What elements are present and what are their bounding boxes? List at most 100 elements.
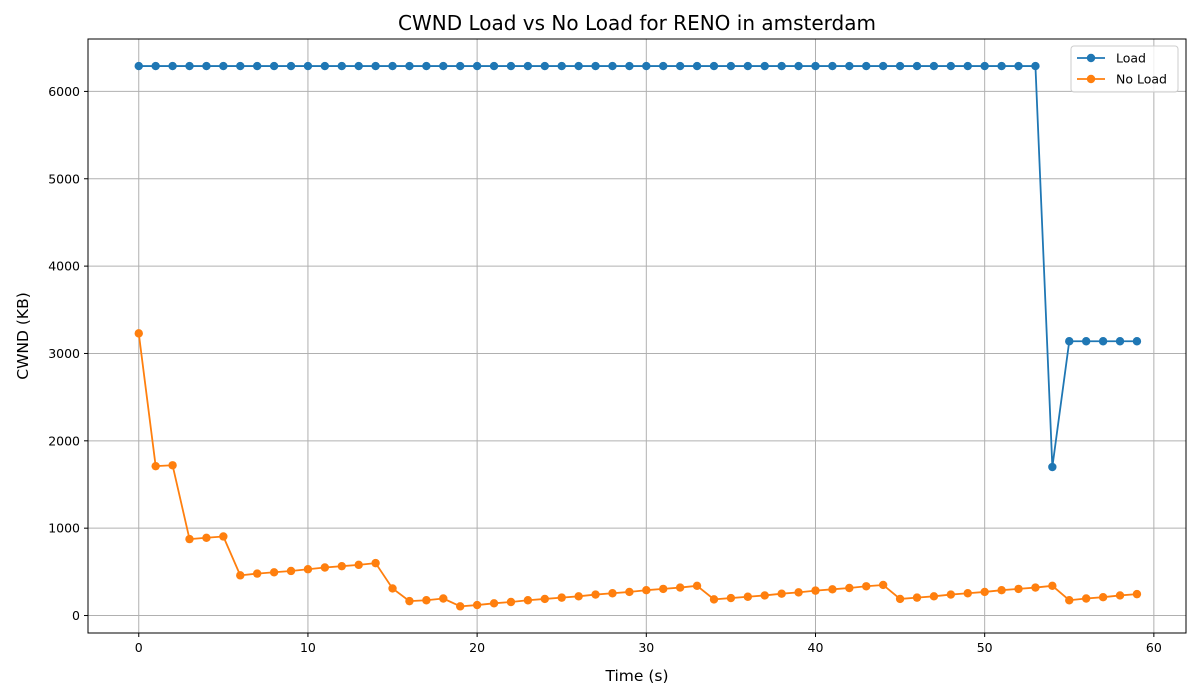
data-point-no-load (929, 592, 939, 601)
data-point-no-load (456, 602, 465, 611)
y-tick-label: 4000 (48, 259, 80, 274)
data-point-load (1115, 337, 1125, 346)
data-point-load (574, 61, 583, 71)
data-point-load (828, 61, 837, 71)
data-point-load (963, 61, 972, 71)
data-point-load (760, 61, 769, 71)
data-point-load (439, 61, 448, 71)
data-point-load (862, 61, 871, 71)
data-point-load (709, 61, 719, 71)
data-point-load (1031, 61, 1040, 71)
data-point-load (591, 61, 600, 71)
data-point-load (1014, 61, 1023, 71)
data-point-load (134, 61, 143, 71)
data-point-no-load (1048, 581, 1057, 591)
data-point-load (388, 61, 397, 71)
data-point-no-load (252, 569, 262, 578)
data-point-no-load (946, 590, 956, 599)
data-point-no-load (709, 595, 719, 604)
data-point-no-load (743, 592, 753, 601)
data-point-load (811, 61, 820, 71)
data-point-no-load (574, 592, 583, 601)
data-point-no-load (185, 534, 194, 544)
data-point-load (371, 61, 380, 71)
data-point-no-load (811, 586, 820, 595)
data-point-no-load (405, 596, 414, 606)
data-point-load (1098, 337, 1108, 346)
data-point-load (777, 61, 786, 71)
data-point-load (185, 61, 194, 71)
data-point-no-load (659, 584, 668, 594)
data-point-load (472, 61, 482, 71)
data-point-load (506, 61, 516, 71)
data-point-no-load (675, 583, 685, 592)
series-load (134, 61, 1142, 472)
x-tick-label: 30 (638, 640, 654, 655)
data-point-load (845, 61, 854, 71)
data-point-load (151, 61, 160, 71)
data-point-load (1065, 337, 1074, 346)
data-point-no-load (219, 532, 228, 541)
data-point-load (354, 61, 363, 71)
data-point-load (692, 61, 702, 71)
data-point-no-load (608, 589, 617, 598)
data-point-no-load (439, 594, 448, 603)
data-point-load (929, 61, 939, 71)
data-point-no-load (202, 533, 211, 542)
x-tick-label: 40 (808, 640, 824, 655)
data-point-load (269, 61, 279, 71)
data-point-load (202, 61, 211, 71)
data-point-load (320, 61, 330, 71)
data-point-no-load (1115, 591, 1125, 600)
data-point-no-load (1098, 592, 1108, 602)
data-point-no-load (1065, 596, 1074, 605)
y-tick-label: 1000 (48, 521, 80, 536)
x-tick-label: 20 (469, 640, 485, 655)
x-axis-label: Time (s) (604, 667, 668, 685)
data-point-no-load (1081, 594, 1091, 603)
data-point-no-load (303, 565, 313, 574)
data-point-no-load (506, 597, 516, 607)
grid-lines (88, 39, 1186, 633)
y-tick-label: 3000 (48, 346, 80, 361)
data-point-no-load (1031, 583, 1040, 592)
data-point-load (946, 61, 956, 71)
data-point-load (642, 61, 651, 71)
data-point-load (625, 61, 634, 71)
x-tick-label: 60 (1146, 640, 1162, 655)
data-point-load (980, 61, 989, 71)
data-point-load (912, 61, 922, 71)
data-point-no-load (726, 593, 736, 603)
data-point-no-load (895, 594, 905, 604)
data-point-no-load (997, 586, 1006, 595)
data-point-no-load (489, 599, 499, 608)
data-point-no-load (337, 561, 346, 571)
data-point-no-load (523, 596, 533, 605)
data-point-no-load (557, 593, 566, 602)
data-point-no-load (540, 594, 549, 604)
data-point-no-load (845, 583, 854, 593)
data-point-load (456, 61, 465, 71)
data-point-no-load (794, 588, 803, 597)
data-point-load (337, 61, 346, 71)
data-point-no-load (236, 571, 245, 580)
data-point-load (1048, 462, 1057, 472)
y-axis-label: CWND (KB) (14, 292, 32, 380)
data-point-no-load (912, 593, 922, 602)
y-tick-label: 0 (72, 608, 80, 623)
data-point-no-load (760, 591, 769, 600)
data-point-no-load (777, 589, 786, 598)
data-point-no-load (1132, 589, 1142, 599)
chart-title: CWND Load vs No Load for RENO in amsterd… (398, 11, 876, 35)
data-point-no-load (269, 568, 279, 577)
data-point-no-load (963, 589, 972, 598)
legend-marker-load (1086, 53, 1096, 63)
data-point-load (675, 61, 685, 71)
data-point-load (422, 61, 431, 71)
data-point-no-load (354, 560, 363, 570)
data-point-load (895, 61, 905, 71)
data-point-load (219, 61, 228, 71)
data-point-load (794, 61, 803, 71)
